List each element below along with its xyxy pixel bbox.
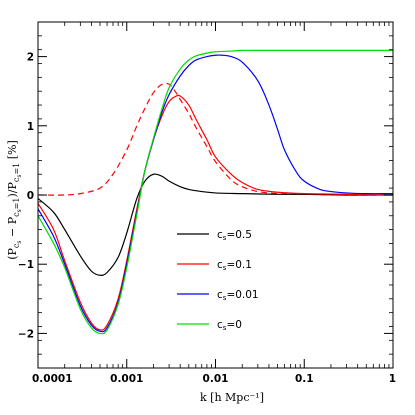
y-axis-label: (Pcs − Pcs=1)/Pcs=1 [%] — [6, 140, 23, 260]
labels-layer: 0.0001 0.001 0.01 0.1 1 −2 −1 0 1 2 — [18, 52, 396, 385]
x-tick-label: 0.001 — [110, 373, 143, 385]
legend-label: cs=0 — [217, 319, 242, 332]
y-tick-label: 2 — [27, 52, 34, 64]
x-axis-label: k [h Mpc⁻¹] — [200, 391, 264, 404]
legend-label: cs=0.01 — [217, 289, 259, 302]
x-tick-label: 0.01 — [203, 373, 229, 385]
series-line-3 — [38, 54, 393, 333]
series-line-1 — [38, 94, 393, 331]
legend-label: cs=0.1 — [217, 259, 252, 272]
series-line-4 — [38, 49, 393, 335]
y-tick-label: −2 — [18, 328, 34, 340]
plot-frame — [37, 21, 394, 369]
x-tick-label: 0.1 — [295, 373, 314, 385]
x-tick-label: 1 — [389, 373, 396, 385]
series-line-0 — [38, 173, 393, 276]
legend: cs=0.5 cs=0.1 cs=0.01 cs=0 — [177, 229, 259, 332]
y-tick-label: 1 — [27, 121, 34, 133]
legend-label: cs=0.5 — [217, 229, 252, 242]
y-tick-label: 0 — [27, 190, 34, 202]
series-line-2 — [38, 82, 393, 196]
x-tick-label: 0.0001 — [32, 373, 73, 385]
series-layer — [38, 49, 393, 335]
y-tick-label: −1 — [18, 259, 34, 271]
